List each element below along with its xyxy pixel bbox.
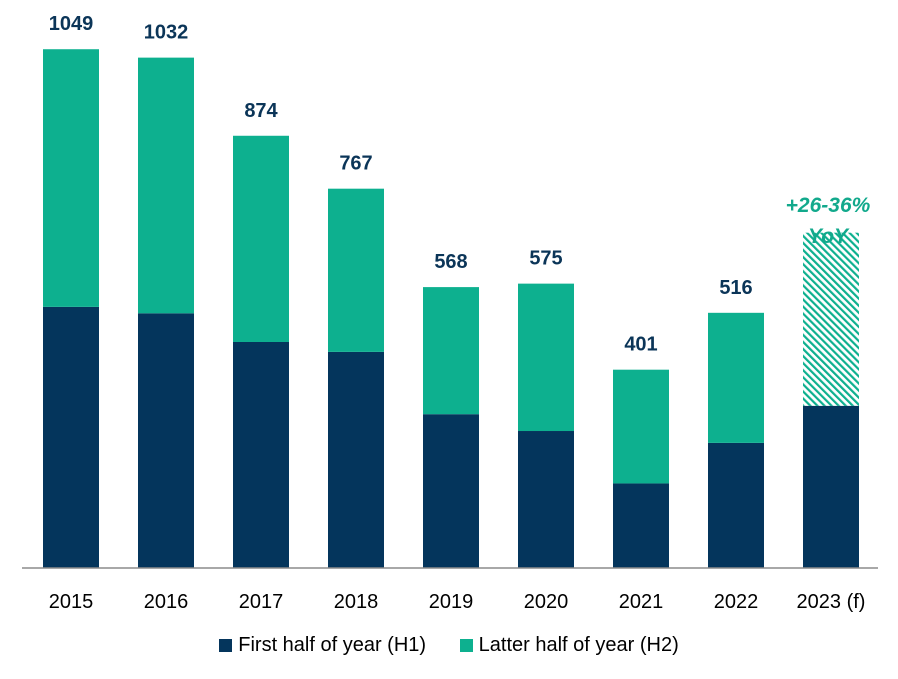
bar-h2-1 bbox=[138, 57, 194, 314]
x-tick-label-7: 2022 bbox=[714, 591, 759, 613]
total-label-5: 575 bbox=[529, 248, 562, 270]
bar-h1-6 bbox=[613, 483, 669, 568]
x-tick-label-6: 2021 bbox=[619, 591, 664, 613]
bar-h2-2 bbox=[233, 135, 289, 342]
legend-label-h2: Latter half of year (H2) bbox=[478, 634, 679, 656]
stacked-bar-chart: 2015 2016 2017 2018 2019 2020 2021 2022 2023 (f)… bbox=[22, 13, 878, 613]
bar-h1-5 bbox=[518, 431, 574, 568]
legend-item-h1: First half of year (H1) bbox=[219, 634, 426, 657]
bar-h2-5 bbox=[518, 283, 574, 432]
x-tick-label-3: 2018 bbox=[334, 591, 379, 613]
total-labels: 1049 1032 874 767 568 575 401 516 bbox=[49, 13, 753, 355]
bar-h2-7 bbox=[708, 312, 764, 443]
bar-h2-0 bbox=[43, 49, 99, 307]
legend: First half of year (H1) Latter half of y… bbox=[0, 634, 898, 658]
legend-label-h1: First half of year (H1) bbox=[238, 634, 427, 656]
legend-swatch-h2 bbox=[459, 639, 473, 652]
total-label-7: 516 bbox=[719, 277, 752, 299]
bar-h1-7 bbox=[708, 442, 764, 568]
x-tick-labels: 2015 2016 2017 2018 2019 2020 2021 2022 2023 (f) bbox=[49, 591, 866, 613]
bar-h1-2 bbox=[233, 341, 289, 568]
x-tick-label-0: 2015 bbox=[49, 591, 94, 613]
bar-h2-6 bbox=[613, 369, 669, 484]
total-label-0: 1049 bbox=[49, 13, 94, 35]
bar-h1-8 bbox=[803, 405, 859, 568]
x-tick-label-4: 2019 bbox=[429, 591, 474, 613]
bar-h1-3 bbox=[328, 351, 384, 568]
bar-h1-0 bbox=[43, 306, 99, 568]
bar-h2-forecast-8 bbox=[803, 232, 859, 406]
bar-h1-4 bbox=[423, 414, 479, 568]
x-tick-label-2: 2017 bbox=[239, 591, 284, 613]
total-label-2: 874 bbox=[244, 100, 278, 122]
x-tick-label-1: 2016 bbox=[144, 591, 189, 613]
x-tick-label-5: 2020 bbox=[524, 591, 569, 613]
bars-group bbox=[43, 49, 859, 568]
total-label-1: 1032 bbox=[144, 22, 189, 44]
bar-h1-1 bbox=[138, 313, 194, 568]
legend-item-h2: Latter half of year (H2) bbox=[459, 634, 679, 657]
total-label-3: 767 bbox=[339, 153, 372, 175]
total-label-4: 568 bbox=[434, 251, 467, 273]
x-tick-label-8: 2023 (f) bbox=[797, 591, 866, 613]
yoy-annotation-line2: YoY bbox=[808, 225, 850, 248]
yoy-annotation-line1: +26-36% bbox=[786, 194, 871, 217]
bar-h2-4 bbox=[423, 287, 479, 415]
bar-h2-3 bbox=[328, 188, 384, 352]
legend-swatch-h1 bbox=[219, 639, 233, 652]
total-label-6: 401 bbox=[624, 334, 657, 356]
